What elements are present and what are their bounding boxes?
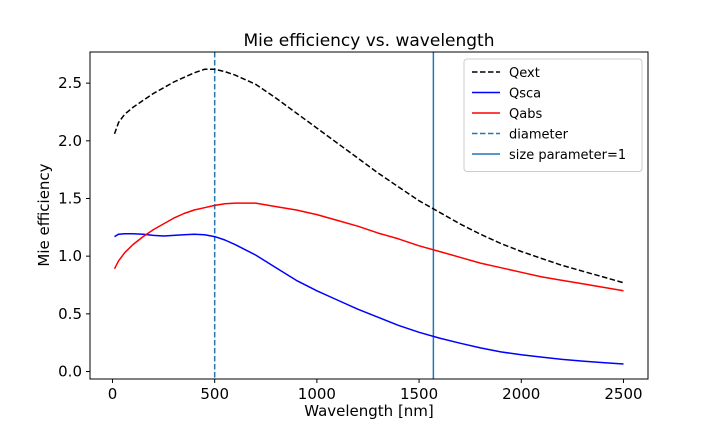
legend-label-qext: Qext [509, 66, 540, 81]
legend-label-diameter: diameter [509, 128, 569, 143]
x-tick-label: 1000 [298, 385, 336, 403]
y-tick-label: 2.5 [58, 74, 82, 92]
legend-label-qsca: Qsca [509, 87, 541, 102]
series-qabs-line [113, 202, 624, 292]
y-tick-label: 0.5 [58, 305, 82, 323]
x-tick-label: 1500 [400, 385, 438, 403]
series-qext-line [113, 68, 624, 284]
x-tick-label: 500 [200, 385, 229, 403]
x-tick-label: 2000 [502, 385, 540, 403]
legend: Qext Qsca Qabs diameter size parameter=1 [463, 58, 643, 172]
legend-label-size-parameter-1: size parameter=1 [509, 148, 626, 163]
y-tick-label: 2.0 [58, 132, 82, 150]
plot-frame [89, 51, 649, 380]
chart-title: Mie efficiency vs. wavelength [243, 31, 494, 51]
x-tick-label: 0 [108, 385, 118, 403]
x-axis-label: Wavelength [nm] [304, 402, 434, 420]
x-tick-label: 2500 [604, 385, 642, 403]
series-qsca-line [114, 232, 624, 365]
y-axis-label: Mie efficiency [35, 163, 53, 266]
y-tick-label: 1.0 [58, 247, 82, 265]
y-tick-label: 1.5 [58, 189, 82, 207]
legend-label-qabs: Qabs [509, 107, 542, 122]
legend-box [463, 58, 643, 172]
y-tick-label: 0.0 [58, 363, 82, 381]
